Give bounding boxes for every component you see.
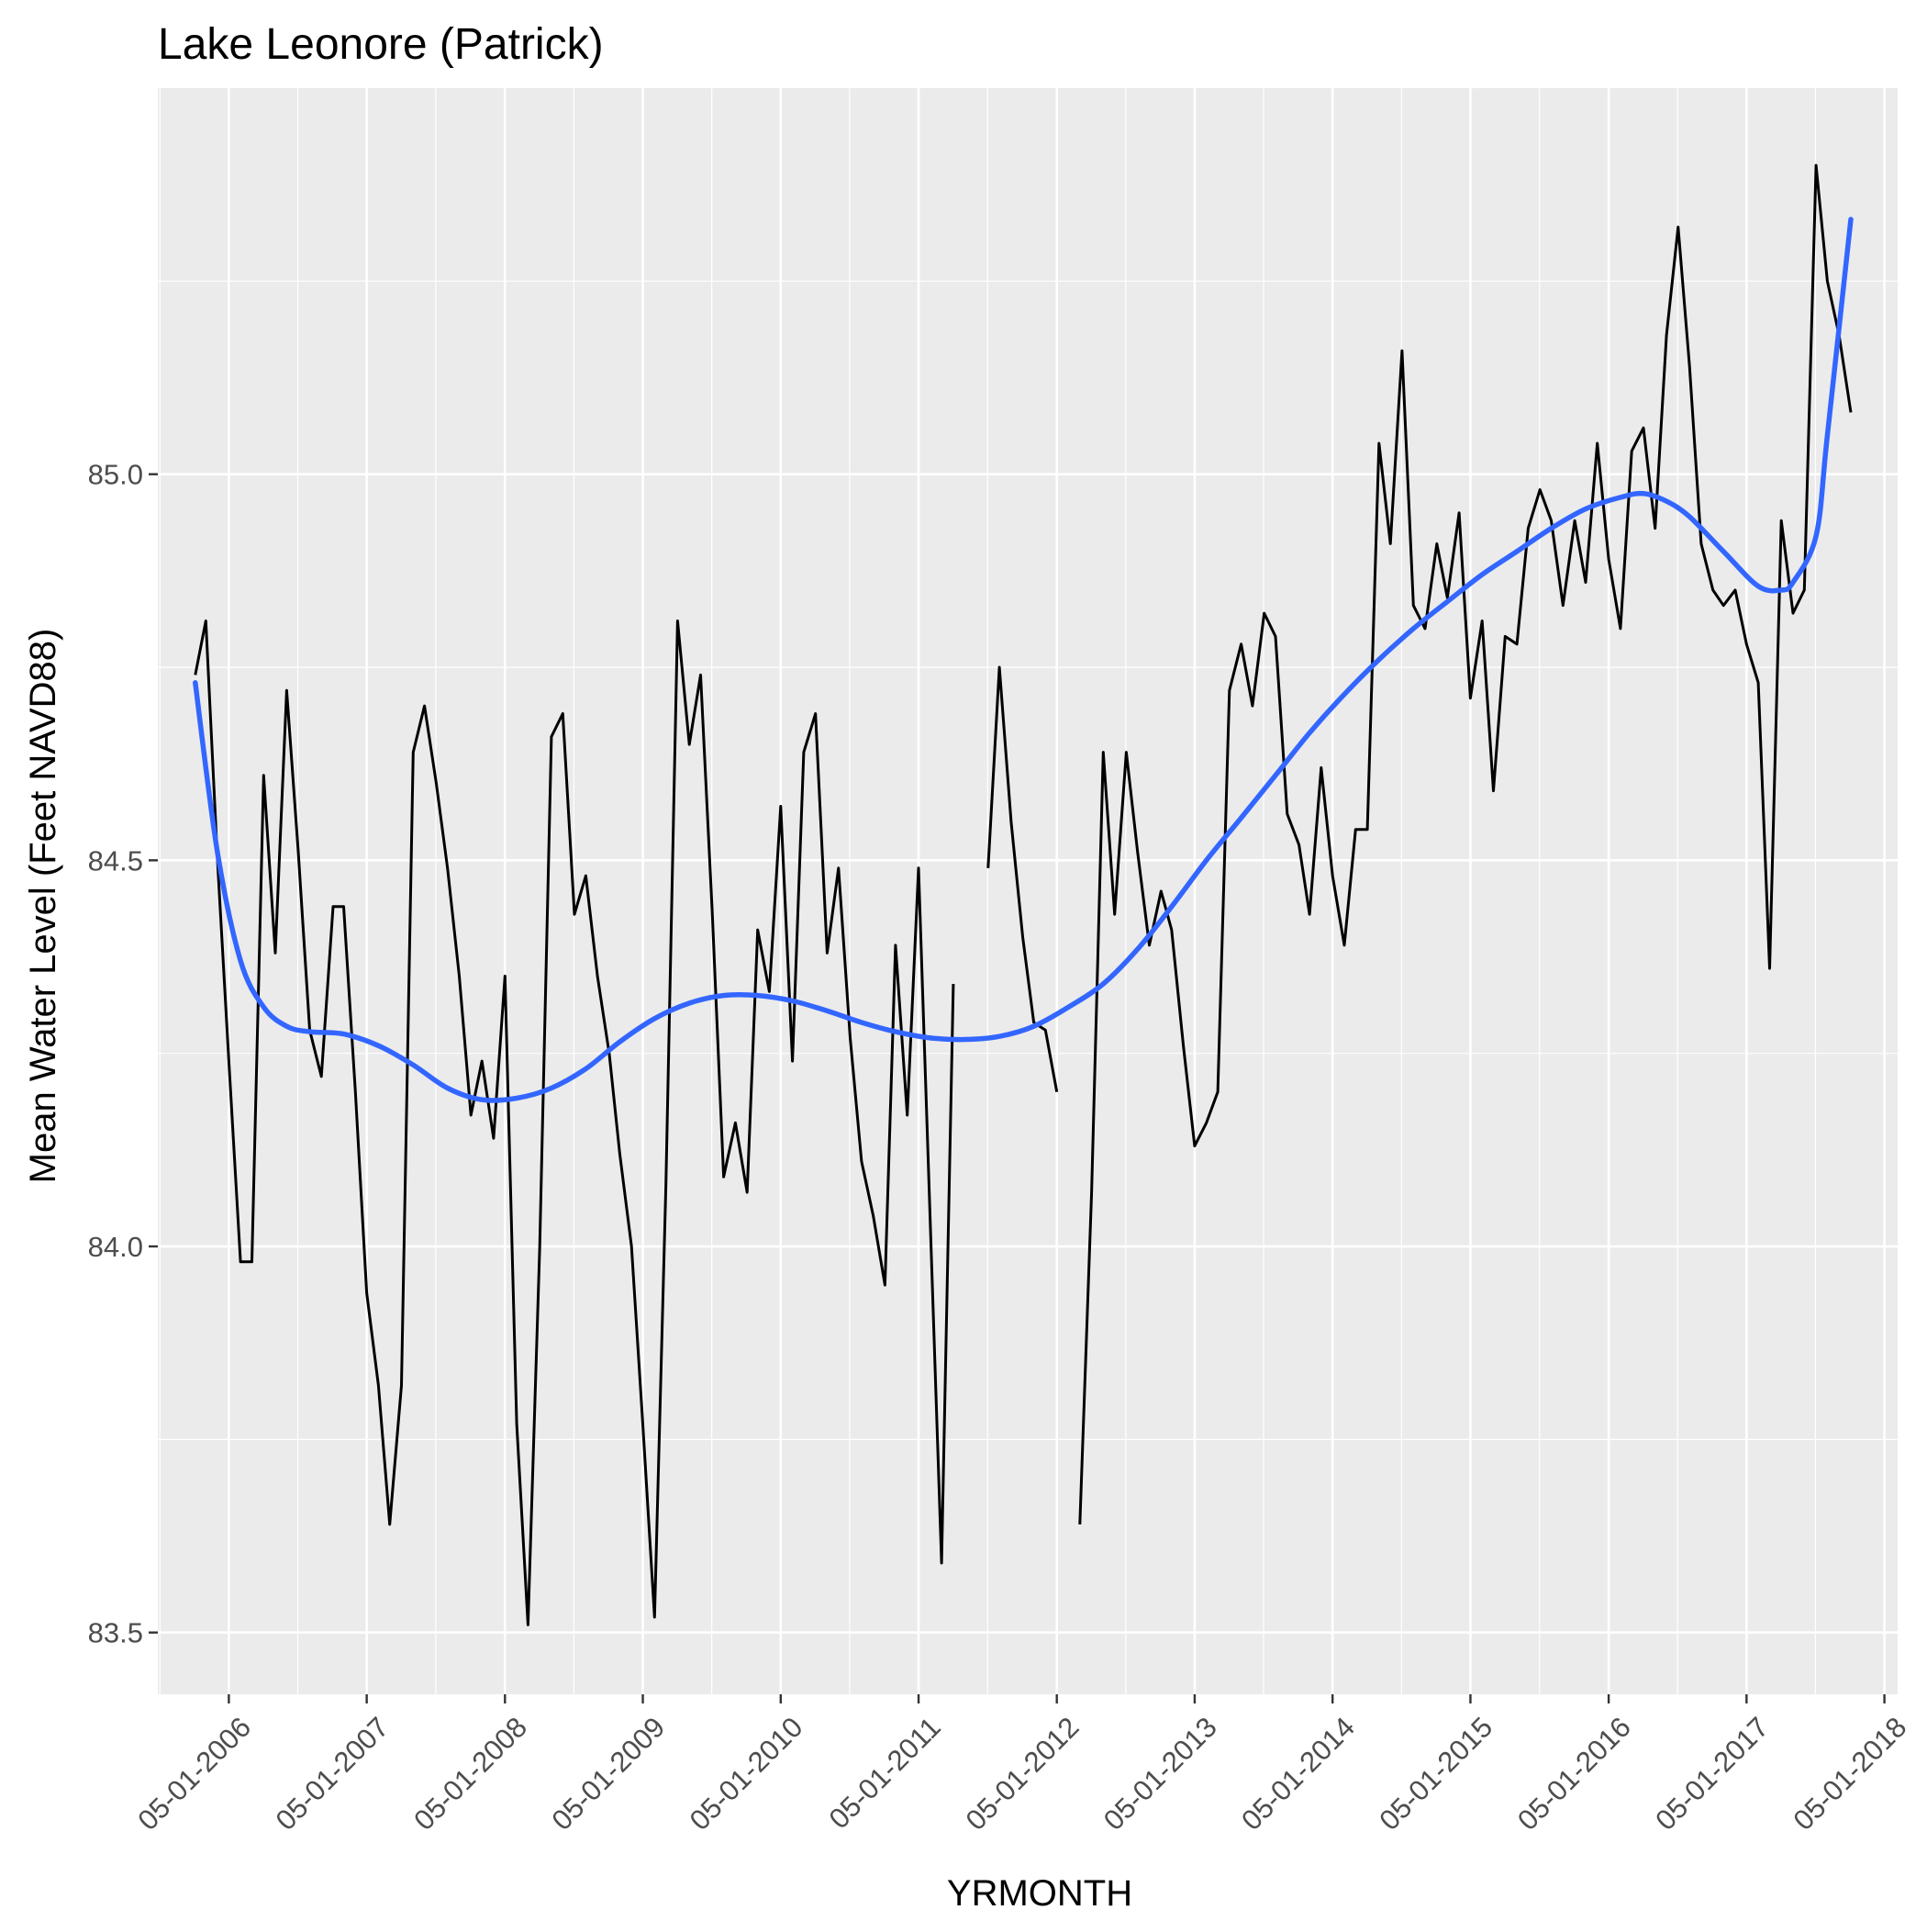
y-tick-label: 85.0 (88, 459, 143, 491)
y-tick-label: 84.0 (88, 1231, 143, 1263)
plot-panel (158, 88, 1898, 1694)
y-tick-label: 84.5 (88, 844, 143, 877)
plot-area: 83.584.084.585.005-01-2006 05-01-2007 05-0… (88, 88, 1912, 1837)
series-line-observed (1078, 163, 1853, 1524)
y-axis-title: Mean Water Level (Feet NAVD88) (23, 629, 63, 1184)
x-axis-title: YRMONTH (947, 1873, 1132, 1914)
y-tick-label: 83.5 (88, 1617, 143, 1649)
series-line-smooth (193, 217, 1854, 1103)
chart-title: Lake Leonore (Patrick) (158, 20, 604, 69)
series-line-observed (194, 620, 955, 1626)
series-line-observed (986, 665, 1059, 1092)
